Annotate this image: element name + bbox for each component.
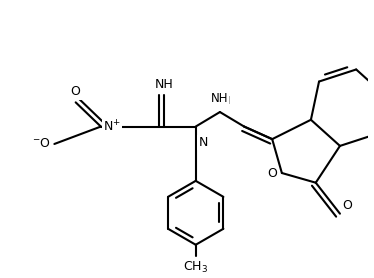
Text: O: O — [342, 199, 352, 212]
Text: CH$_3$: CH$_3$ — [183, 260, 208, 275]
Text: N: N — [199, 136, 208, 149]
Text: N$^{+}$: N$^{+}$ — [103, 119, 121, 134]
Text: H: H — [222, 96, 230, 106]
Text: O: O — [267, 167, 277, 180]
Text: NH: NH — [154, 78, 173, 91]
Text: NH: NH — [211, 92, 229, 105]
Text: O: O — [71, 85, 81, 98]
Text: $^{-}$O: $^{-}$O — [31, 138, 50, 150]
